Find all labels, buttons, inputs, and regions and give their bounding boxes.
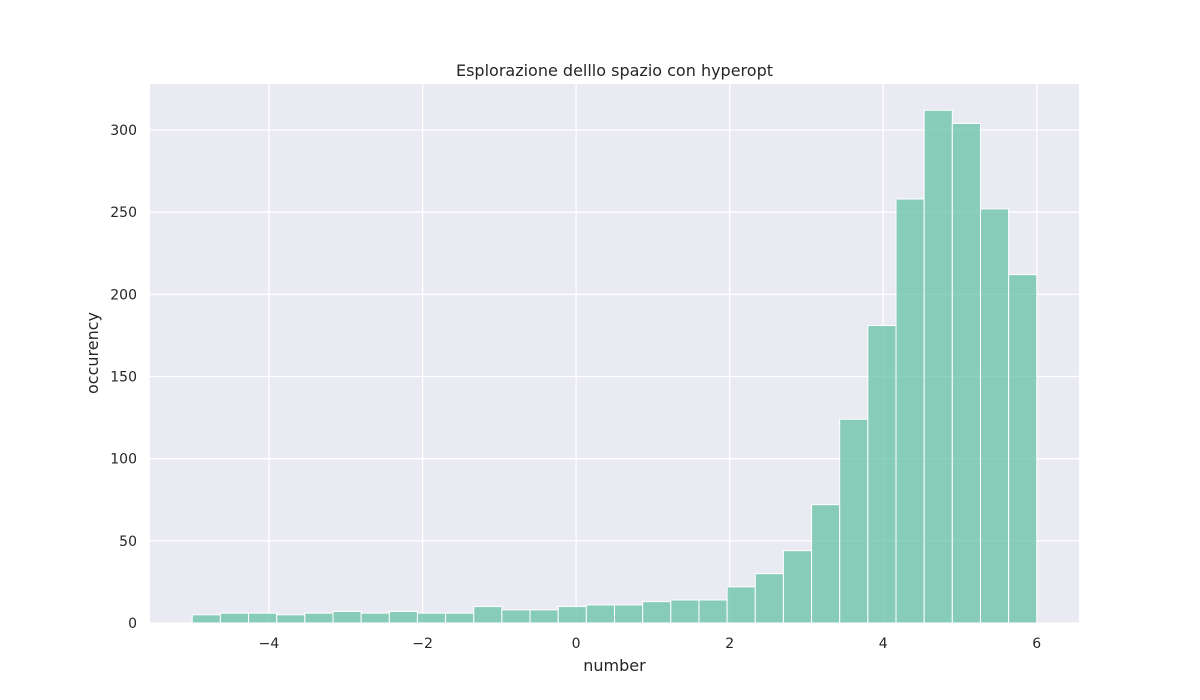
histogram-bar xyxy=(529,609,559,624)
histogram-bar xyxy=(332,610,362,624)
x-tick-label: 0 xyxy=(572,636,581,652)
histogram-bar xyxy=(473,606,503,624)
y-tick-label: 250 xyxy=(110,205,137,221)
histogram-bar xyxy=(979,208,1010,624)
histogram-bar xyxy=(867,325,897,624)
y-tick-label: 300 xyxy=(110,123,137,139)
histogram-bar xyxy=(388,610,418,624)
histogram-bar xyxy=(923,109,953,624)
histogram-bars xyxy=(191,109,1038,624)
y-tick-label: 200 xyxy=(110,287,137,303)
histogram-bar xyxy=(191,614,221,624)
histogram-bar xyxy=(248,612,278,624)
histogram-bar xyxy=(754,573,784,624)
histogram-bar xyxy=(219,612,250,624)
histogram-bar xyxy=(501,609,531,624)
histogram-bar xyxy=(839,418,869,624)
histogram-bar xyxy=(360,612,390,624)
y-tick-labels: 0 50 100 150 200 250 300 xyxy=(110,123,137,632)
y-tick-label: 100 xyxy=(110,452,137,468)
histogram-bar xyxy=(782,550,813,624)
histogram-bar xyxy=(895,198,925,624)
histogram-bar xyxy=(614,604,644,624)
histogram-bar xyxy=(642,601,672,624)
histogram-bar xyxy=(304,612,334,624)
histogram-bar xyxy=(951,122,981,624)
x-tick-label: 6 xyxy=(1032,636,1041,652)
x-tick-label: 2 xyxy=(725,636,734,652)
y-tick-label: 50 xyxy=(119,534,137,550)
histogram-bar xyxy=(557,606,587,624)
x-tick-label: 4 xyxy=(879,636,888,652)
chart-title: Esplorazione delllo spazio con hyperopt xyxy=(456,61,773,80)
histogram-bar xyxy=(811,504,841,624)
y-tick-label: 0 xyxy=(128,616,137,632)
y-tick-label: 150 xyxy=(110,370,137,386)
x-axis-label: number xyxy=(583,656,646,675)
histogram-bar xyxy=(276,614,306,624)
histogram-bar xyxy=(726,586,756,624)
x-tick-label: −4 xyxy=(259,636,280,652)
x-tick-labels: −4 −2 0 2 4 6 xyxy=(259,636,1042,652)
histogram-bar xyxy=(416,612,447,624)
x-tick-label: −2 xyxy=(412,636,433,652)
y-axis-label: occurency xyxy=(83,312,102,394)
histogram-bar xyxy=(698,599,728,624)
histogram-bar xyxy=(1008,274,1038,624)
histogram-bar xyxy=(585,604,616,624)
histogram-bar xyxy=(445,612,475,624)
histogram-bar xyxy=(670,599,700,624)
